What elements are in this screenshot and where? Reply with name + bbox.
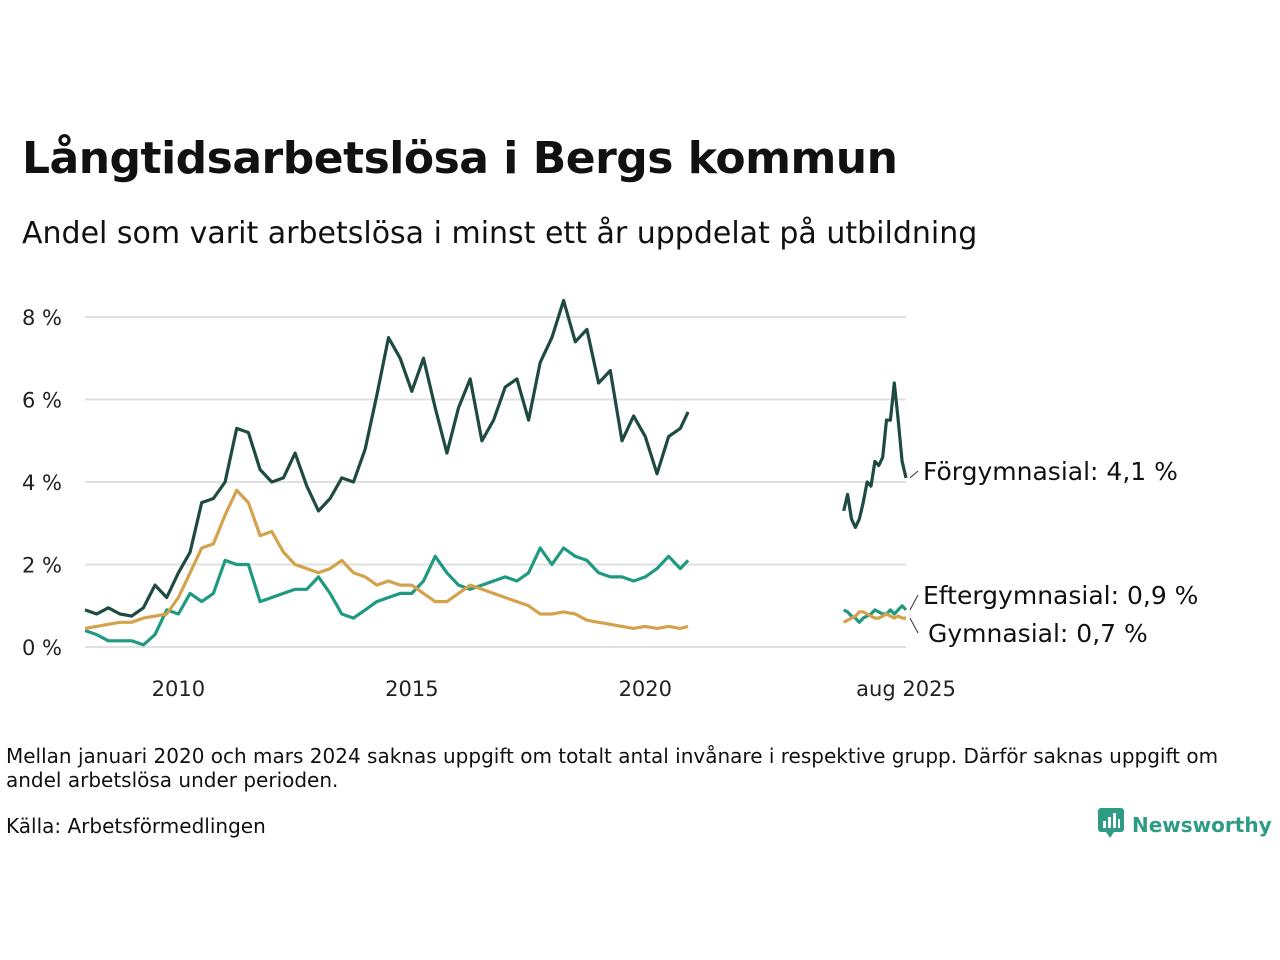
- series-line-förgymnasial: [842, 381, 908, 529]
- x-tick-label: aug 2025: [856, 677, 956, 701]
- line-chart: 0 % 2 % 4 % 6 % 8 % 2010 2015 2020 aug 2025 För…: [22, 298, 1198, 701]
- y-tick-label: 2 %: [22, 554, 62, 578]
- x-axis: 2010 2015 2020 aug 2025: [152, 677, 956, 701]
- series-line-förgymnasial: [84, 298, 690, 618]
- y-tick-label: 4 %: [22, 471, 62, 495]
- end-label-gymnasial: Gymnasial: 0,7 %: [928, 619, 1148, 648]
- x-tick-label: 2010: [152, 677, 205, 701]
- series-line-gymnasial: [84, 488, 689, 630]
- series-lines: [84, 298, 908, 647]
- label-leader-line: [909, 594, 919, 611]
- bar-chart-speech-icon: [1098, 808, 1124, 842]
- y-tick-label: 0 %: [22, 636, 62, 660]
- series-line-eftergymnasial: [84, 546, 690, 647]
- x-tick-label: 2020: [619, 677, 672, 701]
- y-tick-label: 8 %: [22, 306, 62, 330]
- x-tick-label: 2015: [385, 677, 438, 701]
- chart-title: Långtidsarbetslösa i Bergs kommun: [22, 133, 898, 184]
- chart-subtitle: Andel som varit arbetslösa i minst ett å…: [22, 216, 978, 251]
- label-leader-line: [909, 617, 919, 634]
- end-label-eftergymnasial: Eftergymnasial: 0,9 %: [923, 581, 1198, 610]
- grid-lines: [85, 316, 906, 648]
- y-axis: 0 % 2 % 4 % 6 % 8 %: [22, 306, 62, 660]
- label-leader-line: [909, 470, 919, 479]
- series-line-eftergymnasial: [842, 604, 908, 624]
- source-text: Källa: Arbetsförmedlingen: [6, 814, 266, 838]
- end-label-förgymnasial: Förgymnasial: 4,1 %: [923, 457, 1178, 486]
- end-labels: Förgymnasial: 4,1 % Eftergymnasial: 0,9 %…: [909, 457, 1198, 648]
- y-tick-label: 6 %: [22, 389, 62, 413]
- brand-name: Newsworthy: [1132, 813, 1272, 837]
- footnote: Mellan januari 2020 och mars 2024 saknas…: [6, 744, 1219, 792]
- brand-logo: Newsworthy: [1098, 808, 1272, 842]
- series-line-gymnasial: [842, 610, 906, 624]
